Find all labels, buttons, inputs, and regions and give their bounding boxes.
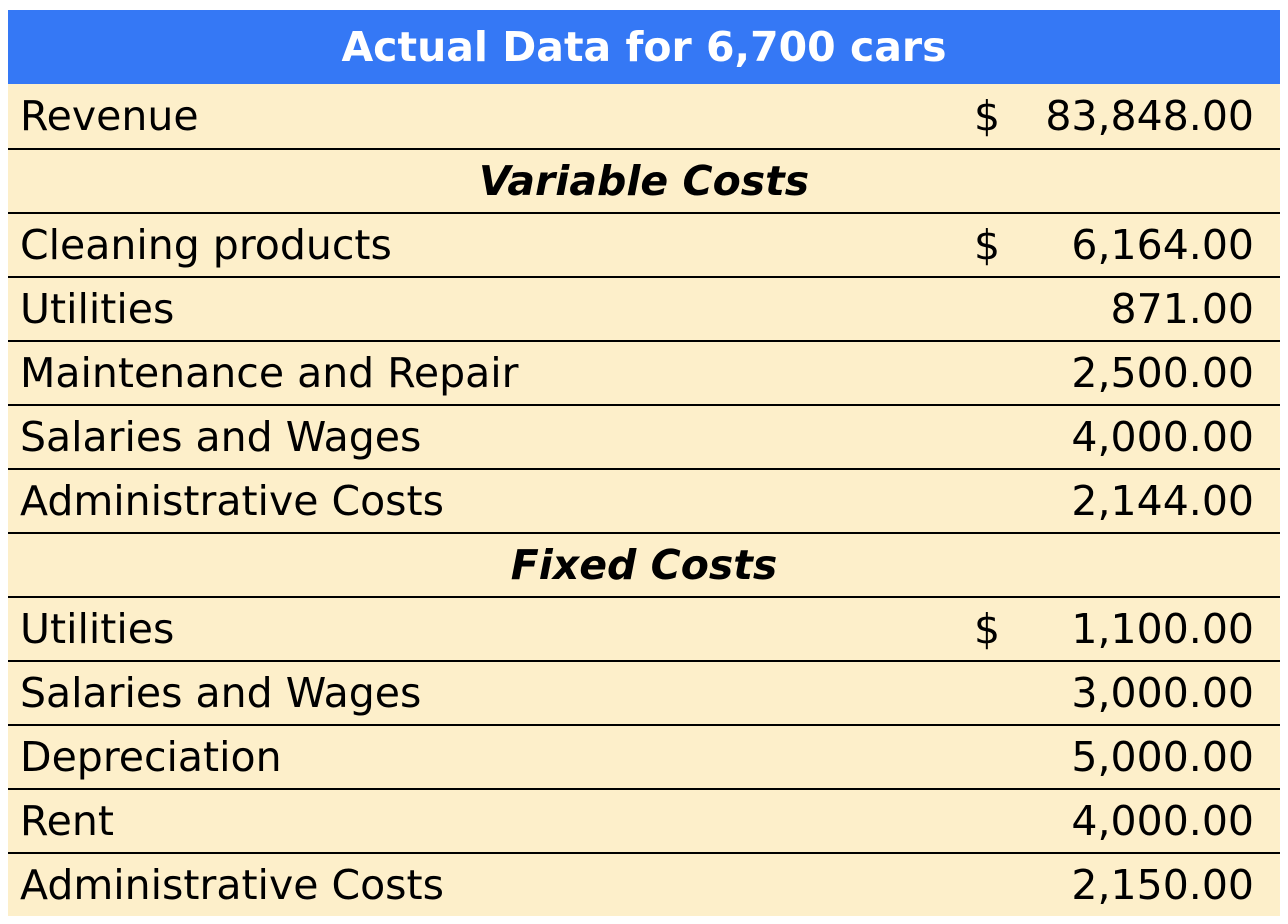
row-label: Depreciation bbox=[20, 733, 282, 781]
section-heading-fixed-costs: Fixed Costs bbox=[8, 532, 1280, 596]
table-row: Utilities $ 1,100.00 bbox=[8, 596, 1280, 660]
table-row: Rent 4,000.00 bbox=[8, 788, 1280, 852]
section-heading-variable-costs: Variable Costs bbox=[8, 148, 1280, 212]
row-label: Rent bbox=[20, 797, 114, 845]
row-label: Salaries and Wages bbox=[20, 413, 422, 461]
row-amount: 6,164.00 bbox=[1071, 221, 1254, 269]
table-row: Cleaning products $ 6,164.00 bbox=[8, 212, 1280, 276]
row-amount: 3,000.00 bbox=[1071, 669, 1254, 717]
row-label: Administrative Costs bbox=[20, 477, 444, 525]
row-amount: 871.00 bbox=[1110, 285, 1254, 333]
row-label: Salaries and Wages bbox=[20, 669, 422, 717]
actual-data-table: Actual Data for 6,700 cars Revenue $ 83,… bbox=[8, 10, 1280, 916]
table-row: Depreciation 5,000.00 bbox=[8, 724, 1280, 788]
row-label: Utilities bbox=[20, 605, 175, 653]
table-row: Salaries and Wages 4,000.00 bbox=[8, 404, 1280, 468]
row-amount: 4,000.00 bbox=[1071, 413, 1254, 461]
row-label: Revenue bbox=[20, 92, 199, 140]
currency-symbol: $ bbox=[974, 92, 1001, 140]
currency-symbol: $ bbox=[974, 605, 1001, 653]
table-row: Salaries and Wages 3,000.00 bbox=[8, 660, 1280, 724]
revenue-row: Revenue $ 83,848.00 bbox=[8, 84, 1280, 148]
row-amount: 4,000.00 bbox=[1071, 797, 1254, 845]
table-title: Actual Data for 6,700 cars bbox=[8, 10, 1280, 84]
row-amount: 2,144.00 bbox=[1071, 477, 1254, 525]
section-heading: Fixed Costs bbox=[510, 541, 778, 589]
table-row: Maintenance and Repair 2,500.00 bbox=[8, 340, 1280, 404]
row-label: Maintenance and Repair bbox=[20, 349, 519, 397]
row-label: Utilities bbox=[20, 285, 175, 333]
row-amount: 5,000.00 bbox=[1071, 733, 1254, 781]
table-row: Utilities 871.00 bbox=[8, 276, 1280, 340]
row-amount: 1,100.00 bbox=[1071, 605, 1254, 653]
row-amount: 83,848.00 bbox=[1045, 92, 1254, 140]
row-label: Administrative Costs bbox=[20, 861, 444, 909]
section-heading: Variable Costs bbox=[478, 157, 810, 205]
currency-symbol: $ bbox=[974, 221, 1001, 269]
table-row: Administrative Costs 2,144.00 bbox=[8, 468, 1280, 532]
row-label: Cleaning products bbox=[20, 221, 392, 269]
row-amount: 2,500.00 bbox=[1071, 349, 1254, 397]
row-amount: 2,150.00 bbox=[1071, 861, 1254, 909]
table-row: Administrative Costs 2,150.00 bbox=[8, 852, 1280, 916]
